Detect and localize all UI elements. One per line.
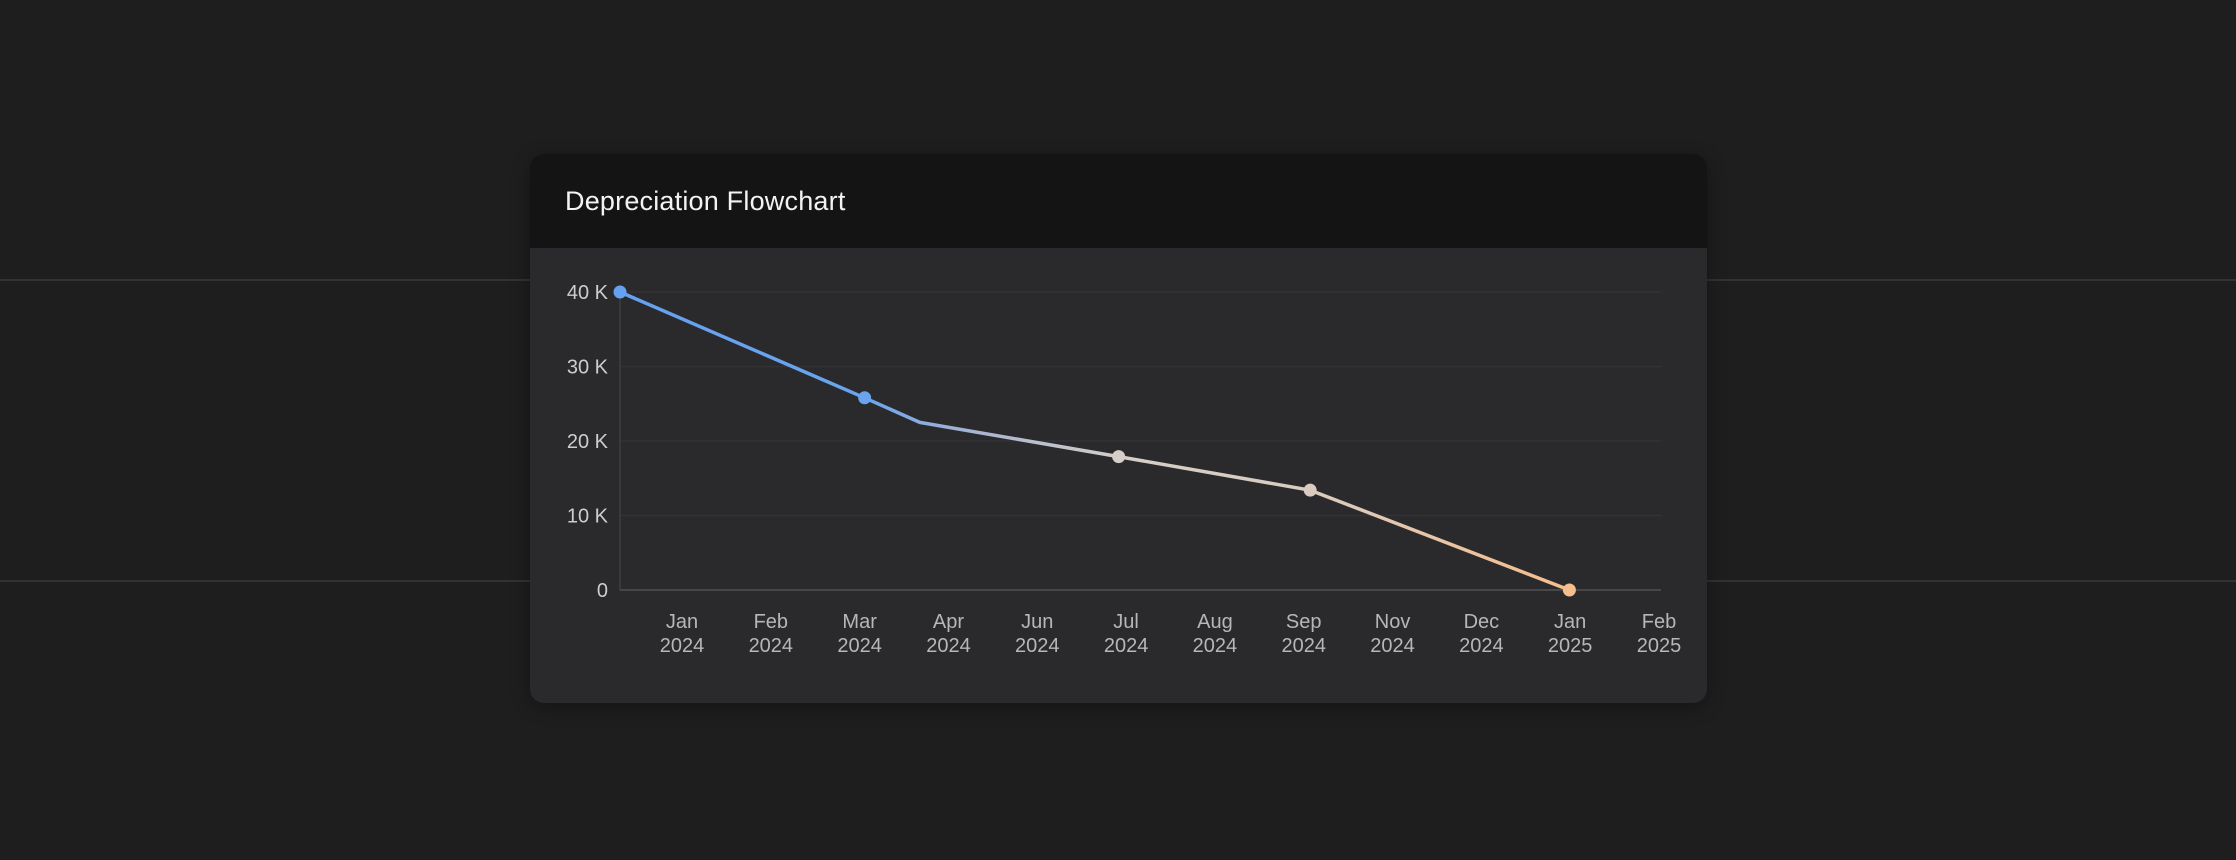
x-axis-tick-label: Feb — [754, 611, 788, 633]
x-axis-tick-label: Sep — [1286, 611, 1322, 633]
x-axis-tick-label: 2024 — [1459, 635, 1504, 657]
y-axis-tick-label: 20 K — [567, 431, 609, 453]
y-axis-tick-label: 0 — [597, 580, 608, 602]
y-axis-tick-label: 30 K — [567, 357, 609, 379]
x-axis-tick-label: 2024 — [1193, 635, 1238, 657]
data-point-marker[interactable] — [613, 285, 627, 299]
x-axis-tick-label: Dec — [1464, 611, 1500, 633]
x-axis-tick-label: 2024 — [1281, 635, 1326, 657]
x-axis-tick-label: Apr — [933, 611, 964, 633]
x-axis-tick-label: Mar — [842, 611, 877, 633]
chart-title: Depreciation Flowchart — [565, 185, 846, 216]
x-axis-tick-label: Jan — [666, 611, 698, 633]
x-axis-tick-label: 2024 — [1015, 635, 1059, 657]
depreciation-chart-card: Depreciation Flowchart 40 K 30 K 20 K 10 K 0… — [530, 154, 1707, 703]
x-axis-tick-label: 2024 — [1104, 635, 1149, 657]
x-axis-tick-label: Aug — [1197, 611, 1233, 633]
card-header: Depreciation Flowchart — [530, 154, 1707, 248]
x-axis-tick-label: 2024 — [837, 635, 882, 657]
series-line — [618, 290, 1572, 592]
y-axis-tick-label: 40 K — [567, 282, 609, 304]
chart-area: 40 K 30 K 20 K 10 K 0 Jan 2024 Feb 2024 Mar 2024 Ap… — [530, 248, 1707, 703]
y-axis-tick-label: 10 K — [567, 506, 609, 528]
x-axis-tick-label: 2024 — [660, 635, 705, 657]
x-axis-tick-label: Jul — [1113, 611, 1139, 633]
x-axis-tick-label: 2024 — [926, 635, 971, 657]
data-point-marker[interactable] — [1303, 483, 1317, 497]
x-axis-tick-label: Jan — [1554, 611, 1586, 633]
x-axis-tick-label: Feb — [1642, 611, 1676, 633]
data-point-marker[interactable] — [858, 391, 872, 405]
data-point-marker[interactable] — [1112, 450, 1126, 464]
line-chart-canvas[interactable]: 40 K30 K20 K10 K0Jan2024Feb2024Mar2024Ap… — [530, 248, 1707, 703]
x-axis-tick-label: Jun — [1021, 611, 1053, 633]
x-axis-tick-label: 2025 — [1637, 635, 1682, 657]
x-axis-tick-label: Nov — [1375, 611, 1411, 633]
data-point-marker[interactable] — [1562, 583, 1576, 597]
x-axis-tick-label: 2025 — [1548, 635, 1593, 657]
x-axis-tick-label: 2024 — [749, 635, 794, 657]
x-axis-tick-label: 2024 — [1370, 635, 1415, 657]
